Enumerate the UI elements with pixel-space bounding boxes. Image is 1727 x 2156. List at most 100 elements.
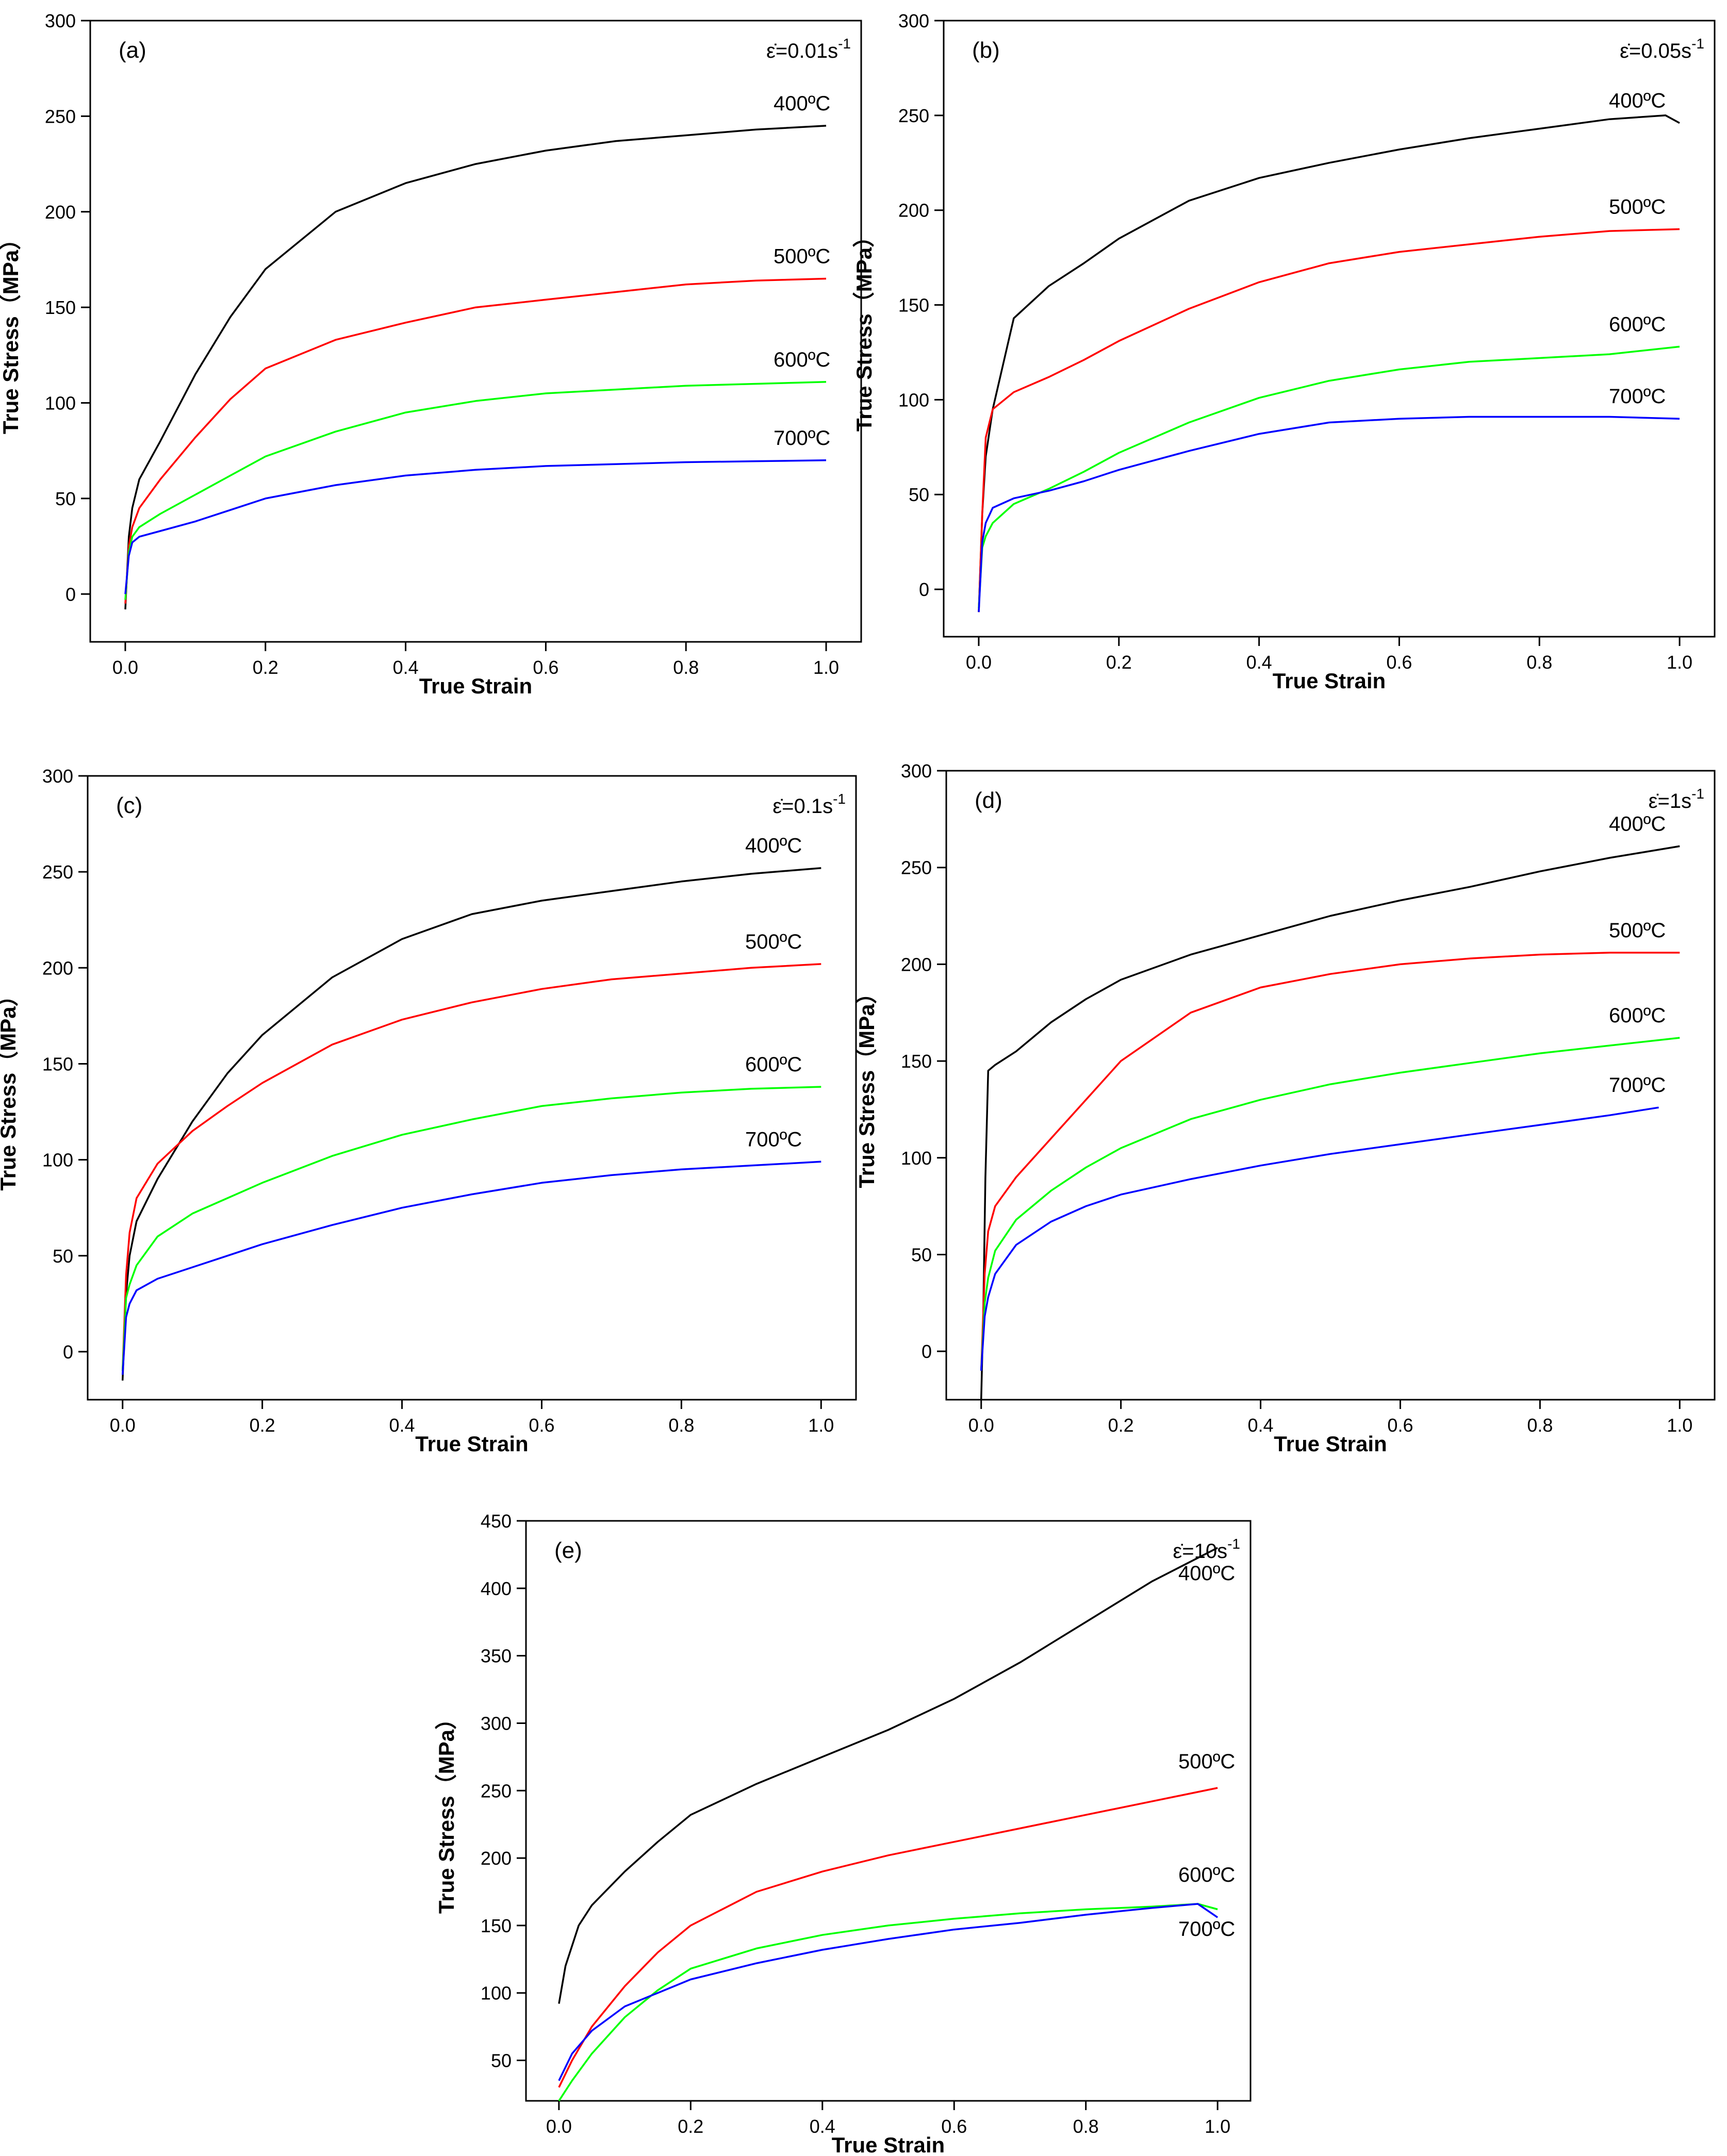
panel-label: (b) — [972, 38, 1000, 63]
y-tick-label: 350 — [481, 1646, 512, 1667]
y-tick-label: 50 — [909, 484, 929, 505]
series-label: 400ºC — [745, 835, 802, 857]
series-label: 700ºC — [1178, 1918, 1235, 1941]
x-tick-label: 0.4 — [810, 2116, 835, 2137]
panel-label: (a) — [119, 38, 146, 63]
series-line-400c — [124, 125, 827, 610]
chart-panel-e: 0.0 0.2 0.4 0.6 0.8 1.0 50 100 150 200 250 300 350 40… — [434, 1511, 1252, 2156]
series-label: 600ºC — [1609, 1004, 1666, 1027]
x-tick-label: 0.2 — [1106, 652, 1132, 673]
x-tick-label: 1.0 — [1205, 2116, 1230, 2137]
y-tick-label: 200 — [42, 957, 73, 979]
x-axis-label: True Strain — [419, 674, 532, 698]
series-line-700c — [558, 1903, 1219, 2081]
series-line-600c — [558, 1903, 1218, 2101]
series-line-500c — [980, 952, 1680, 1371]
y-tick-label: 250 — [901, 857, 932, 878]
y-tick-label: 150 — [45, 297, 76, 318]
series-label: 400ºC — [1178, 1562, 1235, 1585]
series-line-500c — [121, 963, 821, 1371]
x-tick-label: 0.8 — [1073, 2116, 1099, 2137]
x-tick-label: 0.2 — [678, 2116, 703, 2137]
y-tick-label: 150 — [898, 295, 929, 316]
strain-rate-label: ε̇=0.01s-1 — [766, 36, 851, 62]
series-label: 400ºC — [1609, 812, 1666, 835]
series-label: 700ºC — [774, 427, 830, 450]
y-tick-label: 150 — [901, 1051, 932, 1072]
x-tick-label: 0.8 — [1526, 652, 1552, 673]
x-tick-label: 0.2 — [250, 1415, 275, 1436]
y-tick-label: 450 — [481, 1511, 512, 1532]
series-label: 500ºC — [745, 931, 802, 953]
y-tick-label: 200 — [481, 1848, 512, 1869]
series-label: 600ºC — [1609, 313, 1666, 336]
x-tick-label: 0.4 — [1248, 1415, 1274, 1436]
strain-rate-exponent: -1 — [838, 36, 851, 52]
series-line-600c — [980, 1037, 1680, 1371]
y-tick-label: 50 — [55, 488, 76, 509]
x-tick-label: 0.6 — [529, 1415, 554, 1436]
y-tick-label: 150 — [481, 1915, 512, 1936]
series-label: 700ºC — [1609, 385, 1666, 408]
strain-rate-label: ε̇=1s-1 — [1649, 786, 1704, 812]
strain-rate-exponent: -1 — [1691, 36, 1704, 52]
x-tick-label: 0.4 — [393, 657, 419, 678]
series-label: 700ºC — [1609, 1074, 1666, 1097]
x-axis-label: True Strain — [1273, 669, 1386, 693]
plot-frame — [89, 20, 862, 643]
series-line-500c — [978, 228, 1680, 612]
series-label: 600ºC — [1178, 1864, 1235, 1886]
x-tick-label: 0.6 — [1387, 1415, 1413, 1436]
strain-rate-value: ε̇=10s — [1173, 1540, 1227, 1563]
y-tick-label: 200 — [45, 202, 76, 223]
x-tick-label: 0.0 — [966, 652, 992, 673]
y-tick-label: 100 — [898, 389, 929, 410]
series-line-700c — [121, 1160, 821, 1375]
y-tick-label: 250 — [898, 105, 929, 126]
series-label: 700ºC — [745, 1128, 802, 1151]
y-tick-label: 50 — [491, 2050, 512, 2071]
panel-label: (d) — [975, 788, 1002, 813]
x-tick-label: 1.0 — [813, 657, 839, 678]
x-axis-label: True Strain — [415, 1432, 528, 1456]
x-tick-label: 0.6 — [1386, 652, 1412, 673]
x-tick-label: 0.4 — [1246, 652, 1272, 673]
series-line-700c — [124, 459, 827, 594]
x-tick-label: 0.0 — [546, 2116, 572, 2137]
strain-rate-value: ε̇=0.1s — [772, 795, 833, 818]
y-tick-label: 50 — [53, 1246, 73, 1267]
strain-rate-value: ε̇=1s — [1649, 790, 1691, 812]
series-line-500c — [124, 277, 827, 604]
x-tick-label: 0.4 — [389, 1415, 415, 1436]
x-tick-label: 0.6 — [941, 2116, 967, 2137]
series-line-600c — [121, 1086, 821, 1371]
x-tick-label: 0.8 — [1527, 1415, 1553, 1436]
strain-rate-exponent: -1 — [1691, 786, 1704, 802]
chart-panel-c: 0.0 0.2 0.4 0.6 0.8 1.0 0 50 100 150 200 250 300 True… — [0, 766, 857, 1456]
series-label: 500ºC — [1178, 1750, 1235, 1773]
y-tick-label: 300 — [42, 766, 73, 787]
series-line-400c — [558, 1547, 1218, 2004]
x-tick-label: 0.6 — [533, 657, 558, 678]
x-tick-label: 0.2 — [253, 657, 278, 678]
y-tick-label: 300 — [481, 1713, 512, 1734]
series-label: 600ºC — [745, 1053, 802, 1076]
strain-rate-label: ε̇=10s-1 — [1173, 1536, 1240, 1563]
series-label: 500ºC — [1609, 195, 1666, 218]
plot-frame — [943, 20, 1716, 638]
chart-panel-a: 0.0 0.2 0.4 0.6 0.8 1.0 0 50 100 150 200 250 300 True… — [0, 10, 862, 698]
y-axis-label: True Stress（MPa） — [0, 985, 20, 1190]
y-tick-label: 150 — [42, 1053, 73, 1074]
series-line-400c — [978, 114, 1680, 612]
y-tick-label: 250 — [45, 106, 76, 127]
y-tick-label: 200 — [898, 200, 929, 221]
y-axis-label: True Stress（MPa） — [852, 226, 876, 432]
x-axis-label: True Strain — [1274, 1432, 1387, 1456]
strain-rate-label: ε̇=0.1s-1 — [772, 791, 846, 818]
y-tick-label: 0 — [922, 1341, 932, 1362]
y-tick-label: 0 — [63, 1341, 73, 1363]
plot-frame — [87, 775, 857, 1401]
x-tick-label: 0.8 — [673, 657, 699, 678]
y-tick-label: 100 — [42, 1150, 73, 1171]
